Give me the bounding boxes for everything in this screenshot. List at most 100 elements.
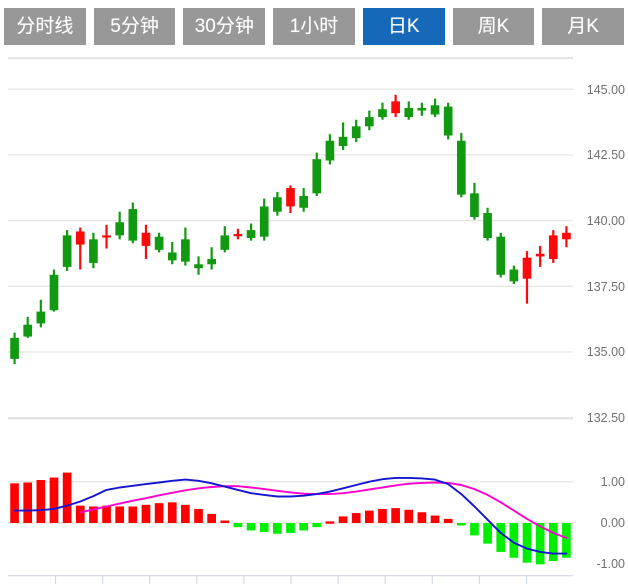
macd-bar — [75, 505, 85, 523]
macd-bar — [522, 523, 532, 563]
macd-axis-tick: 1.00 — [600, 474, 625, 489]
candle-body — [167, 252, 177, 261]
candle-body — [10, 337, 19, 359]
macd-bar — [430, 515, 440, 523]
candle-wick — [210, 247, 213, 270]
candle-wick — [341, 122, 345, 150]
macd-bar — [496, 523, 506, 552]
macd-bar — [351, 513, 361, 523]
macd-bar — [167, 502, 177, 523]
candle-body — [535, 253, 545, 257]
candle-body — [102, 235, 111, 238]
candle-body — [36, 311, 46, 324]
candle-body — [273, 197, 282, 212]
macd-axis-tick: -1.00 — [596, 557, 626, 572]
macd-bar — [404, 509, 414, 523]
macd-bar — [194, 508, 203, 523]
candle-wick — [539, 245, 542, 267]
candle-body — [220, 235, 230, 250]
candle-body — [233, 234, 243, 237]
candle-body — [456, 140, 466, 195]
candle-body — [443, 106, 453, 136]
candle-body — [430, 105, 440, 115]
candle-body — [23, 324, 33, 337]
price-axis-tick: 145.00 — [586, 82, 625, 97]
price-axis-tick: 137.50 — [586, 279, 625, 294]
macd-bar — [62, 472, 72, 523]
period-tab-6[interactable]: 周K — [452, 8, 535, 45]
candle-body — [325, 140, 335, 161]
candle-body — [89, 239, 98, 263]
candle-body — [365, 117, 374, 127]
period-tab-bar: 分时线 5分钟 30分钟 1小时 日K 周K 月K — [0, 0, 628, 53]
period-tab-7[interactable]: 月K — [542, 8, 624, 45]
macd-dea-line — [79, 481, 568, 539]
macd-bar — [115, 506, 125, 523]
macd-bar — [417, 512, 427, 523]
candle-body — [181, 239, 190, 262]
price-axis-tick: 135.00 — [586, 345, 625, 360]
candle-body — [391, 101, 400, 114]
price-gridlines — [8, 57, 573, 420]
candle-body — [49, 274, 59, 311]
macd-bar — [141, 504, 151, 523]
macd-bar — [338, 516, 348, 523]
macd-bar — [181, 504, 190, 523]
macd-bar — [509, 523, 519, 558]
period-tab-2[interactable]: 5分钟 — [93, 8, 176, 45]
chart-canvas[interactable] — [0, 53, 628, 587]
candle-wick — [79, 227, 82, 270]
macd-bar — [154, 503, 164, 523]
macd-bar — [456, 523, 466, 526]
candle-body — [62, 235, 72, 267]
macd-bar — [312, 523, 322, 528]
macd-bar — [259, 523, 269, 533]
macd-histogram — [10, 472, 571, 565]
macd-bar — [562, 523, 571, 558]
candle-body — [351, 126, 361, 139]
chart-stage: 145.00 142.50 140.00 137.50 135.00 132.50 1.00… — [0, 53, 628, 587]
macd-bar — [391, 508, 400, 523]
candle-body — [115, 222, 125, 236]
candle-body — [128, 209, 138, 241]
candle-body — [509, 269, 519, 282]
macd-bar — [535, 523, 545, 565]
period-tab-1[interactable]: 分时线 — [4, 8, 86, 45]
macd-dif-line — [13, 476, 568, 555]
candle-body — [548, 235, 558, 260]
price-axis-tick: 132.50 — [586, 411, 625, 425]
macd-bar — [23, 482, 33, 523]
macd-bar — [286, 523, 295, 533]
candle-body — [246, 230, 256, 238]
candle-body — [496, 236, 506, 275]
candle-body — [470, 193, 479, 217]
candle-body — [154, 236, 164, 250]
candle-body — [338, 136, 348, 147]
macd-bar — [483, 523, 492, 544]
price-axis-tick: 140.00 — [586, 213, 625, 228]
macd-bar — [10, 483, 19, 523]
period-tab-4[interactable]: 1小时 — [273, 8, 355, 45]
macd-bar — [49, 477, 59, 523]
macd-axis-tick: 0.00 — [600, 516, 625, 530]
macd-bar — [220, 520, 230, 523]
macd-bar — [207, 513, 216, 523]
macd-bar — [548, 523, 558, 562]
macd-bar — [443, 518, 453, 523]
macd-bar — [128, 506, 138, 523]
candle-body — [522, 257, 532, 279]
macd-bar — [89, 506, 98, 523]
candle-body — [75, 231, 85, 245]
period-tab-5[interactable]: 日K — [362, 8, 445, 45]
candle-body — [417, 107, 427, 111]
candlestick-series — [10, 94, 571, 365]
period-tab-3[interactable]: 30分钟 — [183, 8, 266, 45]
macd-bar — [246, 523, 256, 531]
candle-body — [207, 259, 216, 265]
candle-body — [562, 232, 571, 240]
candle-body — [141, 232, 151, 246]
candle-body — [312, 159, 322, 194]
macd-bar — [299, 523, 308, 531]
macd-bar — [378, 508, 387, 523]
